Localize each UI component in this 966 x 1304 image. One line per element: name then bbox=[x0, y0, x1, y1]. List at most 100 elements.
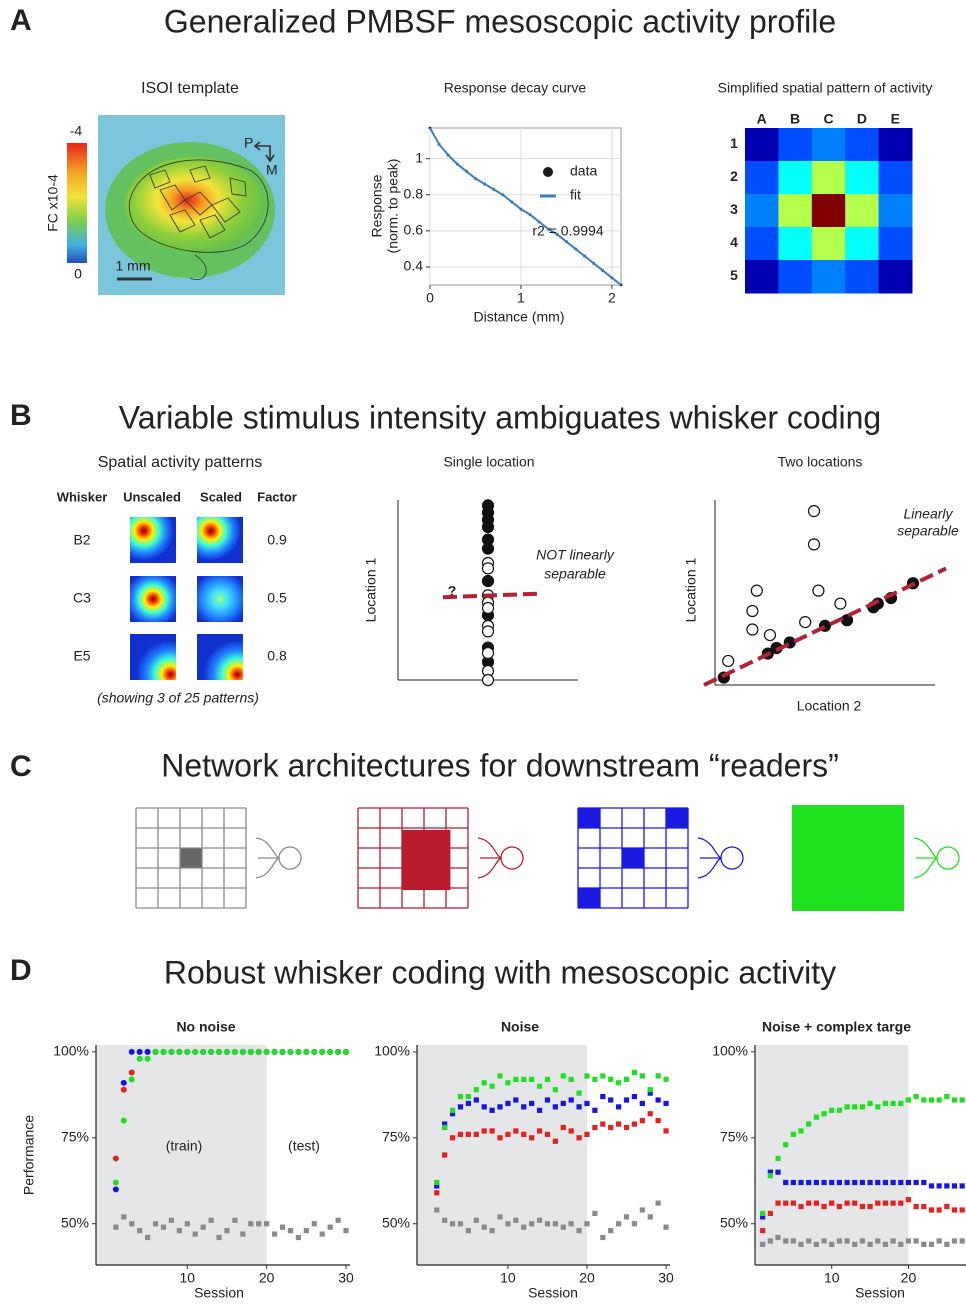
point bbox=[176, 1049, 182, 1055]
annotation: (train) bbox=[166, 1138, 203, 1154]
subtitle: Spatial activity patterns bbox=[98, 454, 263, 471]
point bbox=[867, 1204, 872, 1209]
point bbox=[616, 1104, 621, 1109]
point bbox=[960, 1238, 965, 1243]
pattern-image bbox=[197, 517, 243, 563]
point bbox=[600, 1121, 605, 1126]
point bbox=[656, 1118, 661, 1123]
chart-title: Simplified spatial pattern of activity bbox=[718, 80, 933, 96]
heatmap-cell bbox=[845, 194, 879, 228]
point bbox=[521, 1132, 526, 1137]
subtitle: ISOI template bbox=[141, 80, 239, 97]
point bbox=[169, 1218, 174, 1223]
point bbox=[608, 1097, 613, 1102]
point bbox=[569, 1077, 574, 1082]
heatmap-cell bbox=[812, 227, 846, 261]
panel-letter: D bbox=[10, 954, 32, 987]
point bbox=[829, 1108, 834, 1113]
point bbox=[775, 1201, 780, 1206]
chart-title: Noise bbox=[501, 1019, 539, 1035]
point bbox=[483, 603, 494, 614]
point bbox=[952, 1238, 957, 1243]
point bbox=[592, 1108, 597, 1113]
point bbox=[648, 1087, 653, 1092]
point bbox=[783, 1201, 788, 1206]
point bbox=[944, 1183, 949, 1188]
point bbox=[768, 1211, 773, 1216]
point bbox=[844, 1104, 849, 1109]
point bbox=[891, 1180, 896, 1185]
pattern-image bbox=[197, 634, 243, 680]
point bbox=[248, 1221, 253, 1226]
whisker-label: C3 bbox=[73, 590, 91, 606]
neuron bbox=[721, 847, 743, 869]
point bbox=[576, 1228, 581, 1233]
column-label: A bbox=[757, 111, 767, 127]
heatmap-cell bbox=[812, 260, 846, 294]
y-tick-label: 75% bbox=[61, 1129, 89, 1145]
point bbox=[129, 1076, 135, 1082]
chart-title: No noise bbox=[176, 1019, 235, 1035]
point bbox=[280, 1049, 286, 1055]
point bbox=[640, 1101, 645, 1106]
point bbox=[875, 1104, 880, 1109]
point bbox=[768, 1173, 773, 1178]
heatmap-cell bbox=[812, 161, 846, 195]
heatmap-cell bbox=[845, 227, 879, 261]
architectures bbox=[136, 805, 959, 911]
point bbox=[914, 1094, 919, 1099]
x-tick-label: 0 bbox=[426, 290, 434, 306]
point bbox=[137, 1056, 143, 1062]
column-label: D bbox=[857, 111, 867, 127]
point bbox=[860, 1180, 865, 1185]
annotation: separable bbox=[897, 523, 959, 539]
point bbox=[608, 1125, 613, 1130]
filled-cell bbox=[402, 830, 450, 890]
point bbox=[312, 1221, 317, 1226]
point bbox=[891, 1238, 896, 1243]
annotation: (test) bbox=[288, 1138, 320, 1154]
heatmap-cell bbox=[745, 194, 779, 228]
point bbox=[328, 1225, 333, 1230]
point bbox=[632, 1070, 637, 1075]
point bbox=[800, 617, 811, 628]
point bbox=[663, 1101, 668, 1106]
point bbox=[168, 1049, 174, 1055]
isoi-activity bbox=[125, 157, 265, 253]
point bbox=[814, 1180, 819, 1185]
point bbox=[450, 1108, 455, 1113]
point bbox=[723, 655, 734, 666]
point bbox=[256, 1049, 262, 1055]
note: (showing 3 of 25 patterns) bbox=[97, 690, 259, 706]
point bbox=[513, 1097, 518, 1102]
legend-label: fit bbox=[570, 187, 581, 203]
point bbox=[875, 1238, 880, 1243]
x-tick-label: 20 bbox=[901, 1270, 917, 1286]
point bbox=[129, 1070, 135, 1076]
point bbox=[584, 1073, 589, 1078]
point bbox=[343, 1228, 348, 1233]
point bbox=[466, 1094, 471, 1099]
y-tick-label: 1 bbox=[415, 149, 423, 165]
point bbox=[553, 1221, 558, 1226]
orientation-label: P bbox=[244, 135, 253, 151]
y-tick-label: 0.4 bbox=[404, 258, 424, 274]
legend-label: data bbox=[570, 163, 597, 179]
point bbox=[624, 1097, 629, 1102]
filled-cell bbox=[622, 848, 644, 868]
point bbox=[497, 1104, 502, 1109]
y-tick-label: 50% bbox=[720, 1214, 748, 1230]
point bbox=[216, 1235, 221, 1240]
point bbox=[145, 1056, 151, 1062]
point bbox=[616, 1221, 621, 1226]
point bbox=[592, 1211, 597, 1216]
point bbox=[200, 1049, 206, 1055]
point bbox=[798, 1180, 803, 1185]
point bbox=[505, 1132, 510, 1137]
point bbox=[852, 1180, 857, 1185]
column-label: B bbox=[790, 111, 800, 127]
point bbox=[768, 1238, 773, 1243]
point bbox=[921, 1204, 926, 1209]
point bbox=[914, 1204, 919, 1209]
point bbox=[937, 1097, 942, 1102]
